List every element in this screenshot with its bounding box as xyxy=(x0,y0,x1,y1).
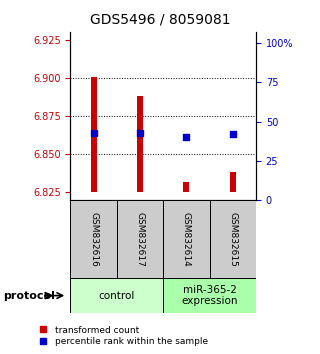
Text: protocol: protocol xyxy=(3,291,55,301)
Bar xyxy=(117,200,163,278)
Bar xyxy=(70,278,163,313)
Point xyxy=(230,131,236,137)
Bar xyxy=(183,182,189,192)
Text: miR-365-2
expression: miR-365-2 expression xyxy=(181,285,238,307)
Bar xyxy=(210,200,256,278)
Bar xyxy=(163,200,210,278)
Point xyxy=(138,130,143,135)
Bar xyxy=(91,77,97,192)
Bar xyxy=(137,96,143,192)
Text: GSM832614: GSM832614 xyxy=(182,212,191,266)
Bar xyxy=(70,200,117,278)
Text: GSM832615: GSM832615 xyxy=(228,211,237,267)
Text: GDS5496 / 8059081: GDS5496 / 8059081 xyxy=(90,12,230,27)
Bar xyxy=(230,172,236,192)
Legend: transformed count, percentile rank within the sample: transformed count, percentile rank withi… xyxy=(30,322,212,349)
Point xyxy=(184,135,189,140)
Text: GSM832617: GSM832617 xyxy=(135,211,145,267)
Bar xyxy=(163,278,256,313)
Text: control: control xyxy=(99,291,135,301)
Point xyxy=(91,130,96,135)
Text: GSM832616: GSM832616 xyxy=(89,211,98,267)
